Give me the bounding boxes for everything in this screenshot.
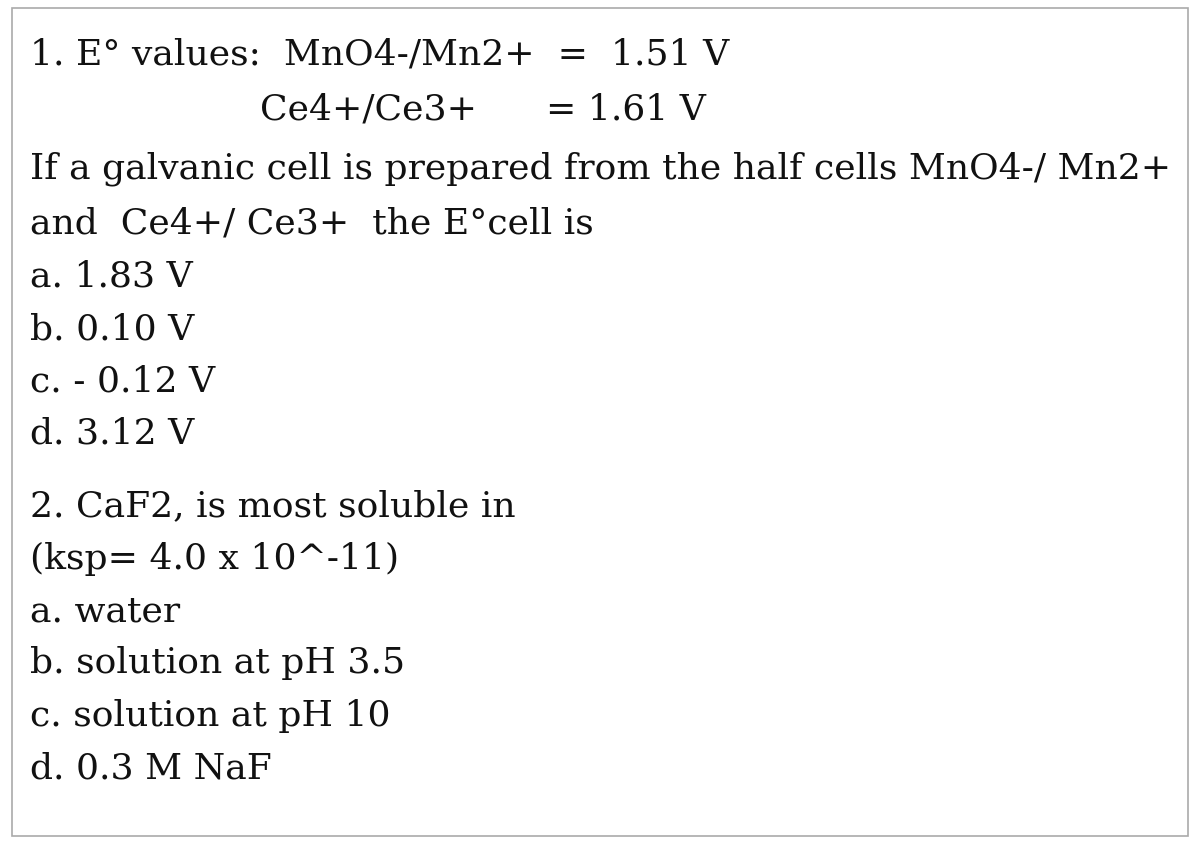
Text: If a galvanic cell is prepared from the half cells MnO4-/ Mn2+: If a galvanic cell is prepared from the … [30, 152, 1171, 186]
Text: c. solution at pH 10: c. solution at pH 10 [30, 699, 390, 733]
Text: Ce4+/Ce3+      = 1.61 V: Ce4+/Ce3+ = 1.61 V [30, 93, 706, 127]
Text: b. solution at pH 3.5: b. solution at pH 3.5 [30, 647, 406, 680]
FancyBboxPatch shape [12, 8, 1188, 836]
Text: 1. E° values:  MnO4-/Mn2+  =  1.51 V: 1. E° values: MnO4-/Mn2+ = 1.51 V [30, 38, 730, 72]
Text: and  Ce4+/ Ce3+  the E°cell is: and Ce4+/ Ce3+ the E°cell is [30, 207, 594, 241]
Text: (ksp= 4.0 x 10^-11): (ksp= 4.0 x 10^-11) [30, 542, 400, 576]
Text: c. - 0.12 V: c. - 0.12 V [30, 365, 215, 398]
Text: d. 3.12 V: d. 3.12 V [30, 417, 194, 451]
Text: 2. CaF2, is most soluble in: 2. CaF2, is most soluble in [30, 490, 516, 523]
Text: a. 1.83 V: a. 1.83 V [30, 260, 193, 294]
Text: a. water: a. water [30, 594, 180, 628]
Text: d. 0.3 M NaF: d. 0.3 M NaF [30, 751, 271, 785]
Text: b. 0.10 V: b. 0.10 V [30, 312, 194, 346]
